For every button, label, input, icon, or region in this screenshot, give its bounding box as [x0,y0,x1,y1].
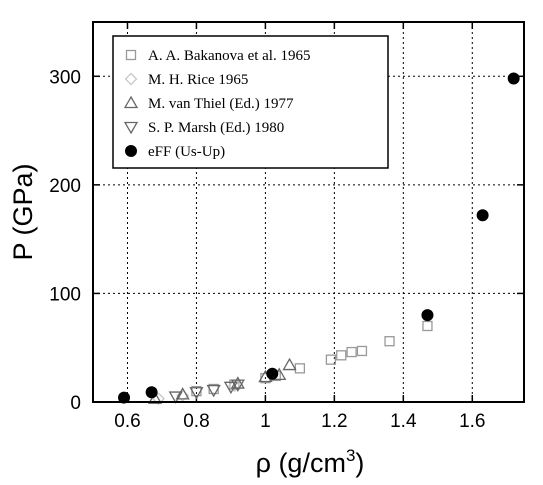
x-axis-label-close: ) [355,448,364,478]
legend-items: A. A. Bakanova et al. 1965 M. H. Rice 196… [123,48,310,160]
x-tick-label: 1.6 [459,411,485,432]
data-point [282,357,297,371]
data-points [118,72,520,406]
data-point [356,345,368,357]
legend-marker [125,145,137,157]
x-axis-label-main: ρ (g/cm [256,448,346,478]
x-axis-label-superscript: 3 [346,446,355,465]
data-point [227,379,241,393]
legend-label: A. A. Bakanova et al. 1965 [148,48,310,64]
data-point [175,387,190,400]
legend-box [112,35,389,169]
x-tick-label: 1 [260,411,271,432]
x-tick-label: 0.8 [183,411,209,432]
legend-marker [123,121,139,135]
data-point [266,367,279,380]
data-point [421,309,434,322]
data-point [118,391,131,404]
data-point [294,363,306,374]
y-tick-label: 100 [49,284,81,305]
y-tick-label: 0 [70,393,81,414]
data-point [325,354,337,365]
y-tick-label: 200 [49,176,81,197]
data-point [145,386,158,399]
legend-label: S. P. Marsh (Ed.) 1980 [148,120,284,136]
y-tick-label: 300 [49,67,81,88]
legend-marker [123,95,139,109]
legend-marker [125,49,137,61]
legend: A. A. Bakanova et al. 1965 M. H. Rice 196… [112,35,389,169]
legend-label: eFF (Us-Up) [148,144,225,160]
legend-marker [124,72,138,86]
data-point [476,209,489,222]
x-axis-label: ρ (g/cm3) [256,446,365,478]
data-point [168,391,183,404]
data-point [507,72,520,85]
x-tick-label: 1.4 [390,411,417,432]
data-point [422,320,433,332]
data-point [336,350,347,361]
legend-label: M. H. Rice 1965 [148,72,248,88]
legend-label: M. van Thiel (Ed.) 1977 [148,96,294,112]
axis-ticks: 0.6 0.8 1 1.2 1.4 1.6 0 100 200 300 [49,22,524,432]
y-axis-label: P (GPa) [8,163,38,260]
x-tick-label: 1.2 [321,411,347,432]
data-point [223,381,239,395]
data-point [189,387,204,400]
data-point [206,384,221,398]
x-tick-label: 0.6 [114,411,140,432]
plot-frame [92,21,525,403]
data-point [346,346,357,358]
data-point [384,336,395,347]
data-point [230,379,245,392]
